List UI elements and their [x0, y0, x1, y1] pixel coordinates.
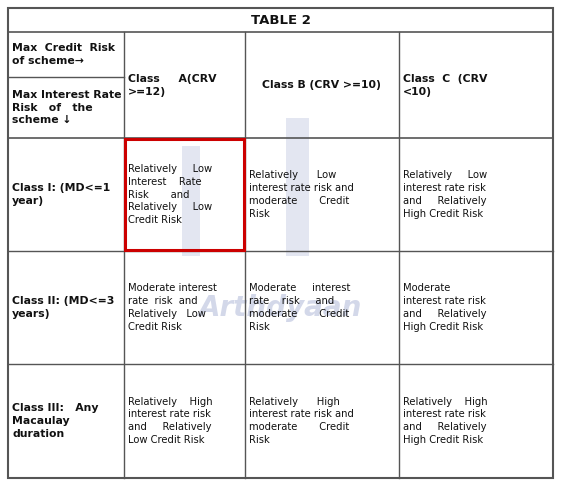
Text: Class I: (MD<=1
year): Class I: (MD<=1 year) [12, 183, 111, 206]
Bar [286, 118, 309, 256]
Text: Relatively    High
interest rate risk
and     Relatively
High Credit Risk: Relatively High interest rate risk and R… [403, 397, 488, 445]
Text: Relatively      Low
interest rate risk and
moderate       Credit
Risk: Relatively Low interest rate risk and mo… [249, 171, 353, 219]
Text: Class II: (MD<=3
years): Class II: (MD<=3 years) [12, 296, 114, 319]
Text: Max  Credit  Risk
of scheme→: Max Credit Risk of scheme→ [12, 43, 115, 66]
Text: Arthdyaan: Arthdyaan [199, 294, 362, 322]
Text: Relatively     Low
Interest    Rate
Risk       and
Relatively     Low
Credit Ris: Relatively Low Interest Rate Risk and Re… [127, 164, 211, 225]
Text: Max Interest Rate
Risk   of   the
scheme ↓: Max Interest Rate Risk of the scheme ↓ [12, 90, 122, 125]
Text: Class     A(CRV
>=12): Class A(CRV >=12) [127, 74, 216, 97]
Text: Class B (CRV >=10): Class B (CRV >=10) [262, 80, 381, 90]
Text: Moderate
interest rate risk
and     Relatively
High Credit Risk: Moderate interest rate risk and Relative… [403, 283, 486, 331]
Text: Relatively     Low
interest rate risk
and     Relatively
High Credit Risk: Relatively Low interest rate risk and Re… [403, 171, 487, 219]
Text: Class  C  (CRV
<10): Class C (CRV <10) [403, 74, 487, 97]
Bar [125, 139, 243, 250]
Text: Moderate     interest
rate    risk     and
moderate       Credit
Risk: Moderate interest rate risk and moderate… [249, 283, 350, 331]
Bar [182, 146, 200, 256]
Text: TABLE 2: TABLE 2 [251, 14, 310, 27]
Text: Moderate interest
rate  risk  and
Relatively   Low
Credit Risk: Moderate interest rate risk and Relative… [127, 283, 217, 331]
Text: Class III:   Any
Macaulay
duration: Class III: Any Macaulay duration [12, 403, 99, 439]
Text: Relatively    High
interest rate risk
and     Relatively
Low Credit Risk: Relatively High interest rate risk and R… [127, 397, 212, 445]
Text: Relatively      High
interest rate risk and
moderate       Credit
Risk: Relatively High interest rate risk and m… [249, 397, 353, 445]
